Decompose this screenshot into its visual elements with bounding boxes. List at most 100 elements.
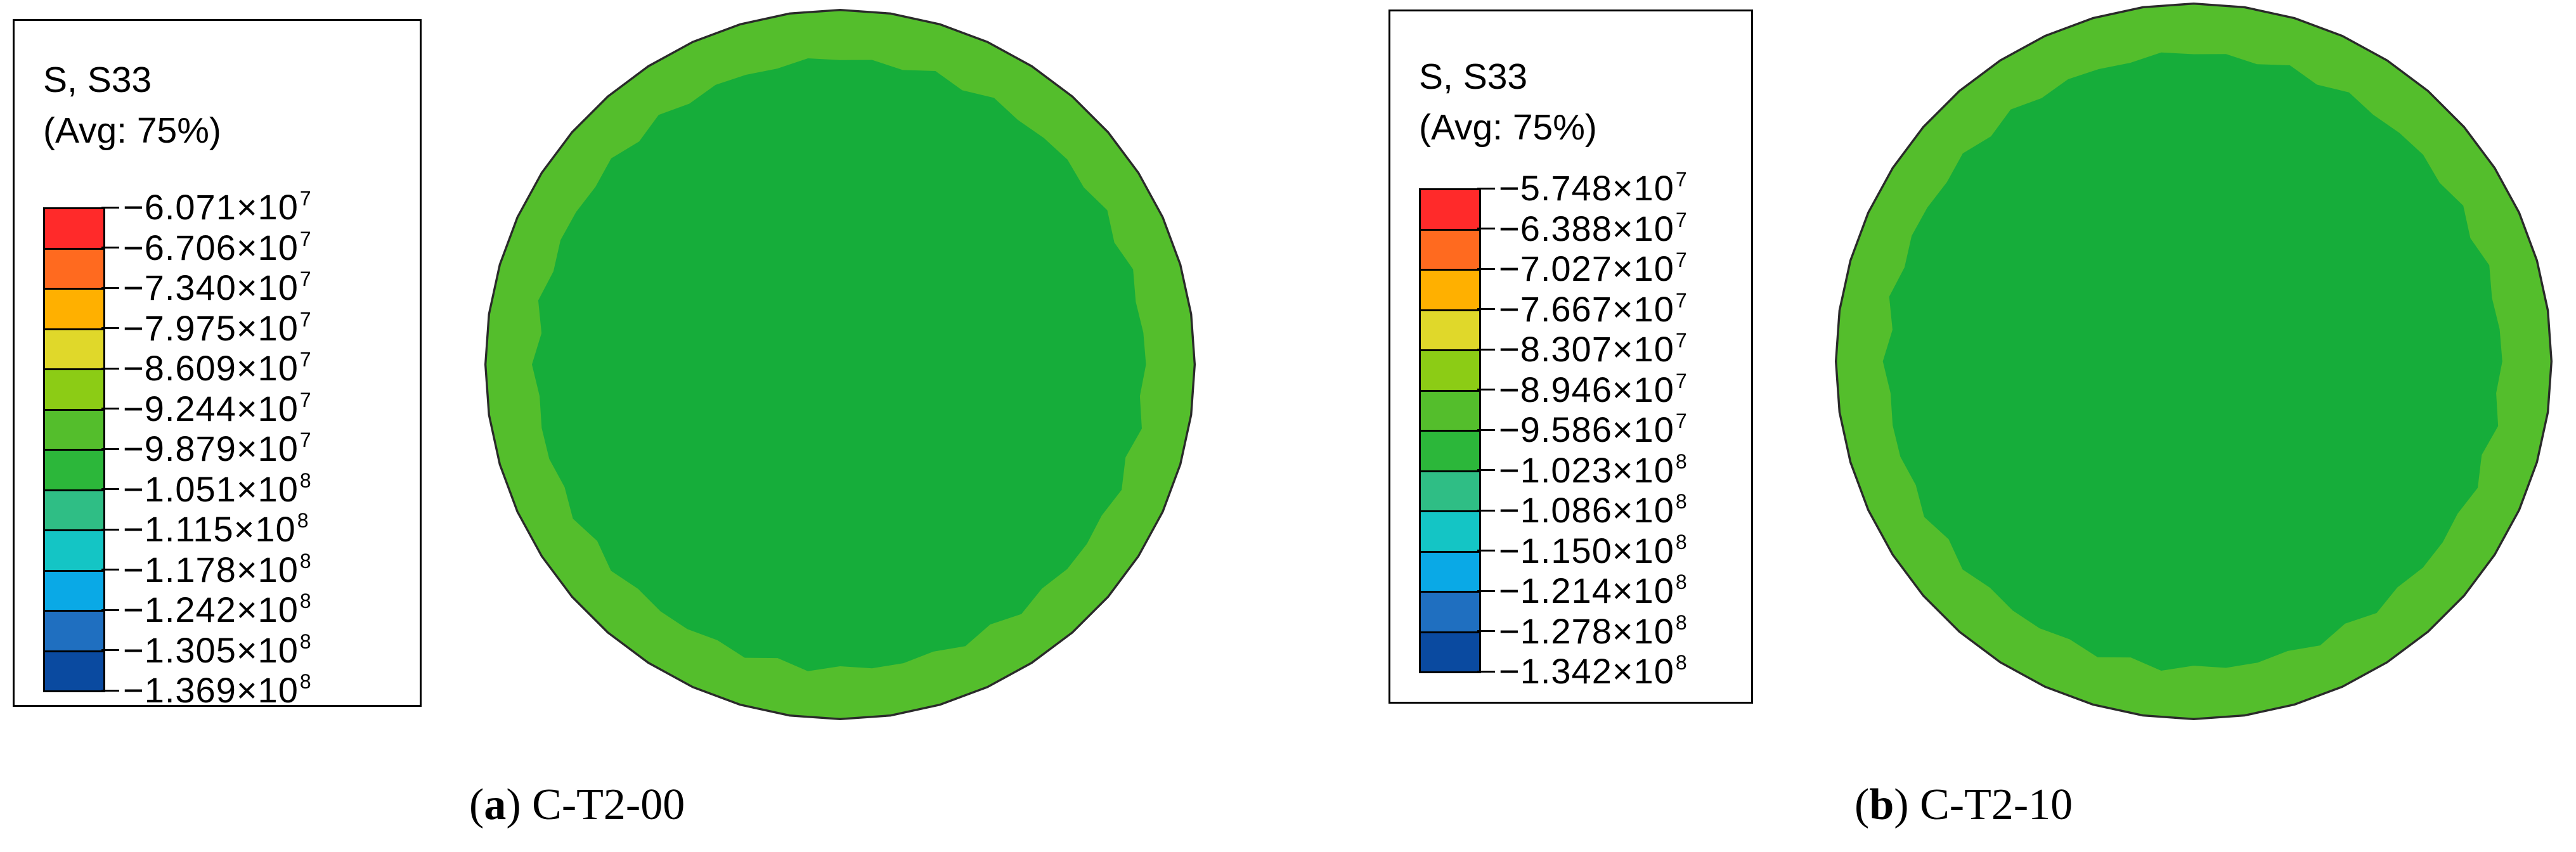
color-band [1421,470,1479,510]
tick-exponent: 7 [299,227,312,250]
tick-mark [1477,590,1495,592]
contour-legend: S, S33 (Avg: 75%) −5.748×107 −6.388×107 −7… [1388,10,1753,704]
legend-tick: −6.706×107 [101,229,312,266]
legend-tick: −1.305×108 [101,629,312,670]
tick-exponent: 7 [299,429,312,451]
color-band [1421,510,1479,551]
legend-title: S, S33 [43,60,152,100]
tick-mark [101,649,119,651]
legend-tick: −1.369×108 [101,671,312,709]
tick-exponent: 8 [1675,571,1688,593]
tick-label: −1.342×108 [1499,651,1688,691]
tick-exponent: 8 [299,549,312,572]
legend-tick: −7.340×107 [101,269,312,306]
inner-stress-core [1882,52,2502,671]
legend-tick: −1.242×108 [101,591,312,628]
tick-mark [1477,429,1495,431]
color-band [1421,349,1479,390]
legend-tick: −1.115×108 [101,509,309,549]
caption-letter: b [1869,780,1894,829]
legend-tick: −8.609×107 [101,348,312,388]
tick-exponent: 8 [1675,530,1688,553]
tick-exponent: 8 [299,629,312,653]
color-band [45,569,103,610]
legend-tick: −9.586×107 [1477,411,1688,448]
color-band [45,247,103,288]
panel-a: S, S33 (Avg: 75%) −6.071×107 −6.706×107 −7… [0,0,1287,852]
tick-exponent: 8 [1675,490,1688,513]
legend-tick: −6.071×107 [101,187,312,227]
legend-tick: −9.244×107 [101,390,312,427]
tick-label: −6.388×107 [1499,208,1688,248]
tick-label: −7.975×107 [123,307,312,348]
tick-exponent: 7 [299,187,312,210]
tick-label: −1.023×108 [1499,449,1688,490]
tick-label: −6.706×107 [123,227,312,268]
tick-mark [1477,187,1495,190]
tick-exponent: 7 [1675,369,1688,392]
legend-tick: −1.086×108 [1477,490,1688,529]
caption-label: C-T2-10 [1920,780,2073,829]
tick-label: −5.748×107 [1499,168,1688,208]
tick-label: −8.609×107 [123,348,312,388]
caption-letter: a [484,780,507,829]
color-band [45,650,103,690]
legend-tick: −9.879×107 [101,430,312,467]
color-band [1421,228,1479,269]
legend-tick: −7.027×107 [1477,250,1688,287]
tick-exponent: 7 [299,268,312,290]
color-band [45,449,103,489]
tick-label: −9.586×107 [1499,410,1688,449]
color-band [1421,389,1479,430]
tick-exponent: 7 [299,307,312,331]
tick-mark [1477,308,1495,310]
tick-mark [101,448,119,450]
contour-legend: S, S33 (Avg: 75%) −6.071×107 −6.706×107 −7… [13,19,422,709]
tick-label: −8.946×107 [1499,369,1688,410]
legend-tick: −1.342×108 [1477,651,1688,691]
tick-label: −7.667×107 [1499,288,1688,329]
tick-exponent: 7 [299,388,312,411]
tick-mark [1477,509,1495,512]
tick-mark [101,528,119,531]
tick-mark [1477,670,1495,673]
tick-label: −1.178×108 [123,549,312,590]
legend-tick: −1.150×108 [1477,532,1688,569]
tick-label: −1.115×108 [123,509,309,549]
tick-exponent: 7 [1675,410,1688,432]
tick-mark [101,609,119,611]
tick-label: −1.278×108 [1499,610,1688,651]
tick-exponent: 8 [299,468,312,492]
caption-label: C-T2-00 [532,780,685,829]
legend-tick: −7.975×107 [101,307,312,348]
inner-stress-core [531,58,1146,671]
tick-mark [101,287,119,289]
legend-tick: −8.946×107 [1477,371,1688,408]
legend-tick: −8.307×107 [1477,329,1688,369]
color-band [1421,269,1479,309]
tick-label: −1.150×108 [1499,530,1688,571]
tick-exponent: 7 [1675,248,1688,271]
color-bar [43,207,105,692]
tick-exponent: 8 [299,590,312,612]
tick-mark [101,488,119,490]
tick-label: −1.305×108 [123,629,312,670]
tick-label: −6.071×107 [123,187,312,227]
tick-mark [1477,550,1495,552]
tick-mark [1477,389,1495,390]
color-band [45,288,103,328]
tick-mark [101,247,119,248]
legend-tick: −1.278×108 [1477,610,1688,651]
tick-exponent: 7 [1675,329,1688,352]
tick-mark [101,689,119,692]
stress-contour-disc [484,8,1196,721]
color-band [45,368,103,409]
tick-exponent: 8 [297,509,309,532]
tick-mark [1477,348,1495,351]
tick-exponent: 7 [299,348,312,371]
tick-label: −8.307×107 [1499,329,1688,369]
tick-label: −1.242×108 [123,590,312,629]
color-band [45,529,103,570]
tick-mark [101,327,119,329]
color-band [1421,309,1479,349]
